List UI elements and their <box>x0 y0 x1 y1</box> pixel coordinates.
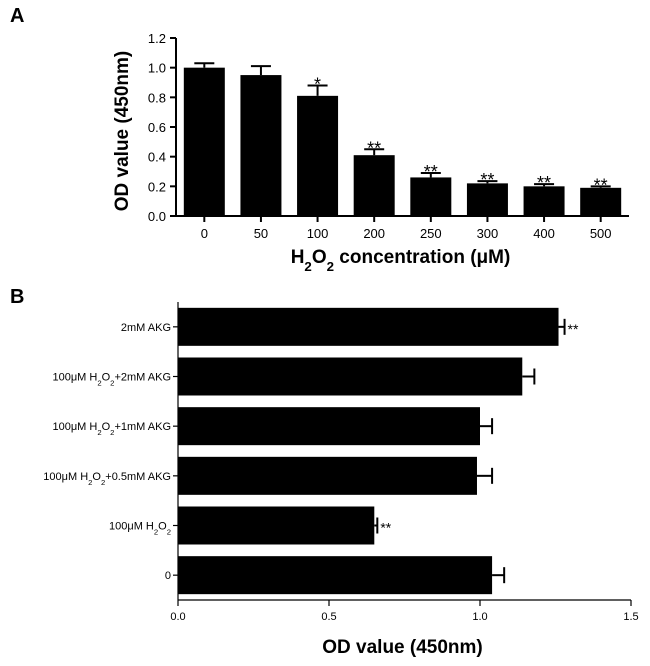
panel-b-category-label-part: 2 <box>88 477 92 486</box>
panel-a-y-axis-label: OD value (450nm) <box>112 51 133 212</box>
panel-a-x-tick-label: 200 <box>363 226 385 241</box>
panel-b-category-label-part: 2 <box>110 378 114 387</box>
panel-a-significance: ** <box>480 170 494 190</box>
panel-b-category-label-part: 100μM H <box>109 521 154 533</box>
panel-b-significance: ** <box>380 520 391 536</box>
panel-b-category-label-part: O <box>158 521 167 533</box>
panel-a-x-tick-label: 100 <box>307 226 329 241</box>
panel-b-category-label-part: 2mM AKG <box>121 322 171 334</box>
panel-b-x-axis-label: OD value (450nm) <box>322 637 483 658</box>
panel-a-x-axis-label-part: concentration (μM) <box>334 247 510 268</box>
panel-a-bar <box>297 95 339 216</box>
panel-b-x-tick-label: 1.0 <box>472 611 487 623</box>
panel-b-category-label-part: 0 <box>165 570 171 582</box>
panel-b-category-label-part: O <box>92 471 101 483</box>
panel-b-category-label: 0 <box>165 570 171 582</box>
panel-a-significance: ** <box>594 175 608 195</box>
panel-b-category-label-part: O <box>102 372 111 384</box>
panel-a-chart: 0.0 0.2 0.4 0.6 0.8 1.0 1.2 0 50 100 * 200 ** 250 ** 30… <box>112 31 629 274</box>
panel-a-x-axis-label-part: 2 <box>304 259 311 274</box>
panel-a-bar <box>353 155 395 216</box>
panel-a-y-tick-label: 0.4 <box>148 150 166 165</box>
panel-a-bar <box>580 187 622 216</box>
panel-a-x-axis-label-part: O <box>312 247 327 268</box>
panel-b-category-label: 100μM H2O2 <box>109 521 171 537</box>
panel-b-bar <box>178 357 523 396</box>
panel-a-y-tick-label: 0.6 <box>148 120 166 135</box>
panel-a-significance: ** <box>537 173 551 193</box>
panel-a-bar <box>183 67 225 217</box>
panel-b-bar <box>178 456 477 495</box>
panel-a-x-tick-label: 50 <box>254 226 268 241</box>
panel-a-bar <box>410 177 452 216</box>
panel-b-category-label-part: O <box>102 421 111 433</box>
panel-b-category-label-part: +2mM AKG <box>114 372 171 384</box>
panel-b-category-label-part: 100μM H <box>43 471 88 483</box>
panel-a-x-tick-label: 300 <box>477 226 499 241</box>
panel-a-y-tick-label: 1.0 <box>148 61 166 76</box>
panel-b-category-label: 2mM AKG <box>121 322 171 334</box>
panel-b-category-label-part: 100μM H <box>52 421 97 433</box>
panel-b-bar <box>178 307 559 346</box>
panel-a-bar <box>523 186 565 216</box>
panel-a-x-tick-label: 250 <box>420 226 442 241</box>
panel-a-y-tick-label: 1.2 <box>148 31 166 46</box>
panel-b-bar <box>178 556 493 595</box>
panel-b-significance: ** <box>568 321 579 337</box>
panel-a-bar <box>466 183 508 216</box>
panel-b-category-label-part: 2 <box>154 527 158 536</box>
panel-b-category-label: 100μM H2O2+1mM AKG <box>52 421 171 437</box>
panel-a-x-axis-label: H2O2 concentration (μM) <box>291 247 511 274</box>
panel-b-category-label-part: 2 <box>97 428 101 437</box>
panel-a-y-tick-label: 0.2 <box>148 179 166 194</box>
panel-a-x-tick-label: 500 <box>590 226 612 241</box>
panel-b-x-tick-label: 1.5 <box>623 611 638 623</box>
panel-b-x-tick-label: 0.0 <box>170 611 185 623</box>
panel-b-category-label-part: 2 <box>167 527 171 536</box>
panel-b-category-label-part: 2 <box>110 428 114 437</box>
panel-b-bar <box>178 506 375 545</box>
panel-a-significance: * <box>314 74 321 94</box>
panel-b-category-label: 100μM H2O2+0.5mM AKG <box>43 471 171 487</box>
panel-b-category-label-part: +1mM AKG <box>114 421 171 433</box>
panel-a-y-tick-label: 0.0 <box>148 209 166 224</box>
panel-a-x-axis-label-part: H <box>291 247 305 268</box>
panel-a-significance: ** <box>367 138 381 158</box>
panel-b-label: B <box>10 286 24 308</box>
panel-b-bar <box>178 407 480 446</box>
panel-b-category-label-part: 2 <box>101 477 105 486</box>
panel-a-bar <box>240 75 282 216</box>
panel-b-category-label: 100μM H2O2+2mM AKG <box>52 372 171 388</box>
panel-a-label: A <box>10 5 24 27</box>
panel-a-significance: ** <box>424 162 438 182</box>
panel-b-category-label-part: +0.5mM AKG <box>105 471 171 483</box>
panel-a-y-tick-label: 0.8 <box>148 90 166 105</box>
panel-a-x-tick-label: 400 <box>533 226 555 241</box>
panel-a-x-tick-label: 0 <box>201 226 208 241</box>
panel-b-category-label-part: 2 <box>97 378 101 387</box>
panel-b-x-tick-label: 0.5 <box>321 611 336 623</box>
panel-a-x-axis-label-part: 2 <box>327 259 334 274</box>
panel-b-category-label-part: 100μM H <box>52 372 97 384</box>
